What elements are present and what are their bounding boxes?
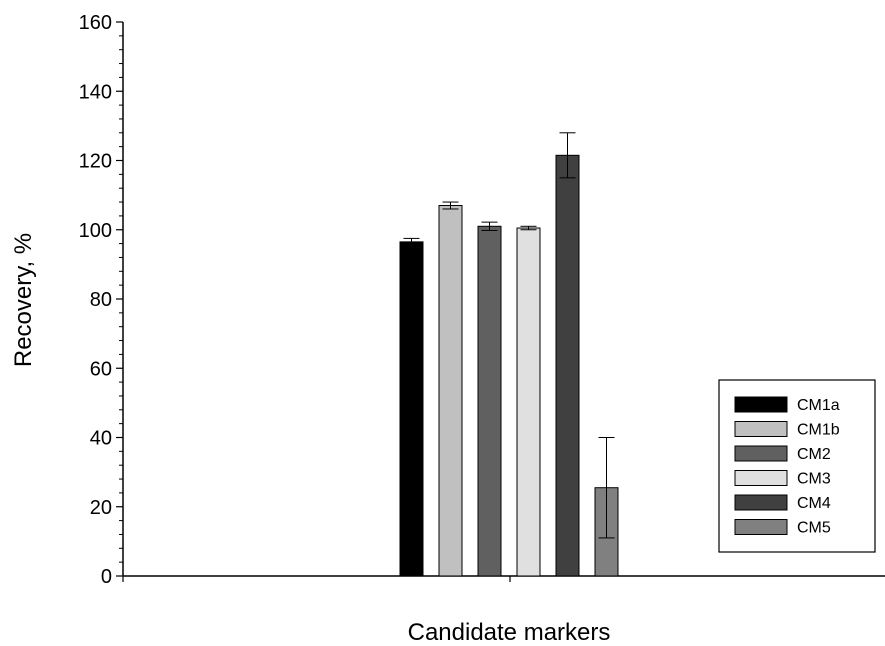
y-tick-label: 140 — [79, 81, 112, 103]
y-tick-label: 100 — [79, 220, 112, 242]
y-tick-label: 120 — [79, 151, 112, 173]
legend-swatch-cm5 — [734, 519, 788, 535]
y-axis-ticks: 0 20 40 60 80 100 120 140 160 — [79, 12, 123, 588]
x-axis-title: Candidate markers — [408, 619, 611, 646]
legend-swatch-cm4 — [734, 494, 788, 511]
bar-cm4 — [555, 154, 580, 577]
error-bars — [403, 132, 615, 539]
y-tick-label: 160 — [79, 12, 112, 34]
legend: CM1a CM1b CM2 CM3 CM4 CM5 — [718, 379, 876, 553]
legend-label-cm3: CM3 — [797, 471, 831, 488]
legend-swatch-cm2 — [734, 445, 788, 462]
bar-cm3 — [516, 227, 541, 577]
y-tick-label: 60 — [90, 358, 112, 380]
y-tick-label: 40 — [90, 428, 112, 450]
bar-cm1a — [399, 241, 424, 577]
legend-label-cm1a: CM1a — [797, 397, 840, 414]
bar-cm2 — [477, 225, 502, 577]
legend-label-cm2: CM2 — [797, 446, 831, 463]
y-tick-label: 80 — [90, 289, 112, 311]
legend-label-cm1b: CM1b — [797, 422, 840, 439]
y-axis-title: Recovery, % — [10, 233, 37, 367]
legend-swatch-cm1b — [734, 421, 788, 437]
bars — [399, 154, 619, 577]
legend-swatch-cm3 — [734, 470, 788, 486]
y-tick-label: 0 — [101, 566, 112, 588]
legend-label-cm4: CM4 — [797, 495, 831, 512]
legend-label-cm5: CM5 — [797, 520, 831, 537]
legend-swatch-cm1a — [734, 396, 788, 413]
y-tick-label: 20 — [90, 497, 112, 519]
bar-cm1b — [438, 205, 463, 577]
